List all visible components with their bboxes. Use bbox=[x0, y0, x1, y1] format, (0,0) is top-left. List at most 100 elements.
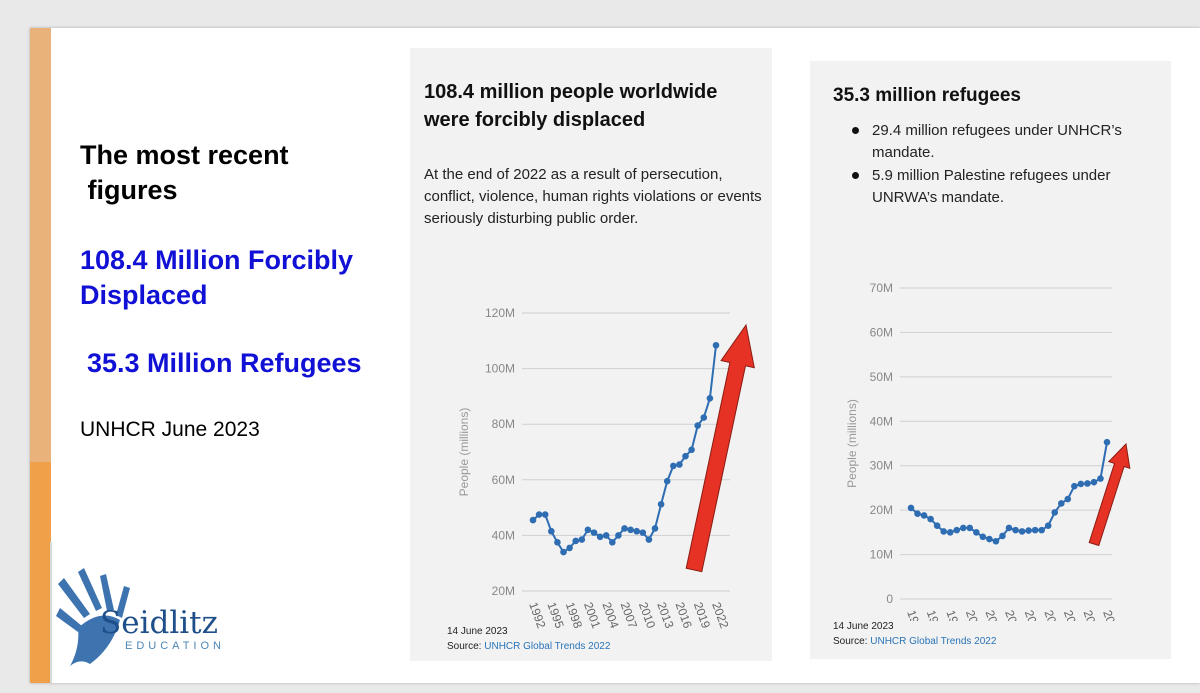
data-point bbox=[946, 529, 954, 536]
slide-source: UNHCR June 2023 bbox=[80, 418, 260, 441]
displaced-card: 108.4 million people worldwide were forc… bbox=[410, 48, 772, 661]
refugees-card: 35.3 million refugees 29.4 million refug… bbox=[810, 61, 1171, 659]
source-label: Source: bbox=[833, 636, 868, 647]
data-point bbox=[548, 527, 555, 535]
data-point bbox=[670, 462, 677, 470]
y-tick-label: 20M bbox=[870, 503, 893, 517]
data-point bbox=[572, 537, 579, 545]
data-point bbox=[986, 535, 993, 543]
data-point bbox=[940, 528, 947, 535]
bullet-text: 29.4 million refugees under UNHCR’s mand… bbox=[872, 122, 1122, 161]
data-point bbox=[663, 477, 671, 485]
data-point bbox=[1103, 438, 1111, 446]
slide: The most recent figures 108.4 Million Fo… bbox=[30, 28, 1200, 683]
refugees-card-source: Source: UNHCR Global Trends 2022 bbox=[833, 636, 996, 647]
trend-arrow-icon bbox=[685, 323, 755, 573]
data-point bbox=[609, 539, 616, 546]
data-point bbox=[700, 414, 708, 421]
data-point bbox=[621, 525, 628, 532]
y-tick-label: 10M bbox=[870, 548, 893, 562]
data-point bbox=[627, 526, 634, 534]
data-point bbox=[694, 422, 701, 429]
displaced-card-description: At the end of 2022 as a result of persec… bbox=[424, 166, 762, 227]
source-link[interactable]: UNHCR Global Trends 2022 bbox=[484, 641, 611, 652]
data-point bbox=[1057, 500, 1065, 507]
data-point bbox=[1051, 509, 1059, 516]
slide-heading: The most recent figures bbox=[80, 140, 289, 205]
data-point bbox=[682, 452, 689, 460]
bullet-dot-icon bbox=[852, 172, 859, 179]
x-tick-label: 1992 bbox=[904, 608, 926, 621]
data-point bbox=[706, 395, 714, 402]
data-point bbox=[992, 537, 1000, 545]
refugees-card-title: 35.3 million refugees bbox=[833, 85, 1021, 106]
data-point bbox=[596, 533, 604, 541]
data-point bbox=[688, 446, 695, 454]
data-point bbox=[566, 544, 573, 552]
data-point bbox=[1097, 475, 1104, 482]
data-point bbox=[927, 515, 934, 523]
y-tick-label: 100M bbox=[485, 362, 515, 376]
data-point bbox=[578, 536, 586, 543]
data-point bbox=[907, 504, 915, 512]
data-point bbox=[651, 525, 659, 532]
x-tick-label: 2019 bbox=[1081, 608, 1103, 621]
data-point bbox=[999, 532, 1006, 540]
refugees-bullet-item: 5.9 million Palestine refugees under UNR… bbox=[850, 165, 1140, 209]
y-tick-label: 30M bbox=[870, 459, 893, 473]
x-tick-label: 2016 bbox=[1061, 608, 1083, 621]
refugees-bullet-item: 29.4 million refugees under UNHCR’s mand… bbox=[850, 120, 1140, 164]
y-axis-label: People (millions) bbox=[457, 408, 471, 497]
data-point bbox=[560, 548, 567, 556]
source-link[interactable]: UNHCR Global Trends 2022 bbox=[870, 636, 997, 647]
logo-subtitle: EDUCATION bbox=[125, 640, 225, 652]
data-point bbox=[602, 532, 610, 539]
x-tick-label: 2004 bbox=[983, 608, 1005, 621]
refugees-bullet-list: 29.4 million refugees under UNHCR’s mand… bbox=[850, 120, 1140, 210]
x-tick-label: 2007 bbox=[1002, 608, 1024, 621]
data-point bbox=[1044, 522, 1052, 529]
y-tick-label: 60M bbox=[492, 473, 515, 487]
stat-forcibly-displaced: 108.4 Million Forcibly Displaced bbox=[80, 245, 354, 310]
data-point bbox=[590, 529, 598, 536]
data-point bbox=[1090, 478, 1098, 486]
data-point bbox=[1077, 480, 1085, 488]
data-point bbox=[1018, 528, 1026, 535]
seidlitz-hand-logo-icon bbox=[56, 568, 130, 666]
displaced-card-title: 108.4 million people worldwide were forc… bbox=[424, 81, 718, 131]
x-tick-label: 1995 bbox=[924, 608, 946, 621]
x-tick-label: 2013 bbox=[1041, 608, 1063, 621]
accent-bar-top bbox=[30, 28, 51, 462]
data-point bbox=[1005, 524, 1013, 532]
data-point bbox=[657, 500, 665, 508]
y-tick-label: 70M bbox=[870, 281, 893, 295]
data-point bbox=[676, 461, 683, 468]
source-label: Source: bbox=[447, 641, 482, 652]
refugees-card-date: 14 June 2023 bbox=[833, 621, 894, 632]
data-point bbox=[966, 524, 974, 532]
y-axis-label: People (millions) bbox=[845, 399, 859, 488]
x-tick-label: 2022 bbox=[709, 600, 731, 630]
x-tick-label: 2022 bbox=[1100, 608, 1122, 621]
data-point bbox=[920, 512, 928, 519]
data-point bbox=[615, 532, 622, 539]
data-point bbox=[1025, 527, 1032, 534]
data-point bbox=[1064, 495, 1072, 503]
refugees-line-chart: 0 10M 20M 30M 40M 50M 60M 70M People (millions) 1… bbox=[845, 281, 1131, 621]
trend-arrow-icon bbox=[1088, 442, 1131, 547]
data-point bbox=[529, 516, 537, 524]
y-tick-label: 40M bbox=[492, 528, 515, 542]
data-point bbox=[554, 539, 561, 546]
stat-refugees: 35.3 Million Refugees bbox=[87, 348, 362, 378]
data-point bbox=[535, 511, 543, 518]
data-point bbox=[541, 511, 549, 518]
data-point bbox=[1084, 480, 1091, 487]
data-point bbox=[914, 510, 921, 517]
y-tick-label: 120M bbox=[485, 306, 515, 320]
data-point bbox=[1071, 482, 1078, 490]
accent-divider bbox=[50, 542, 52, 683]
x-tick-label: 2010 bbox=[1022, 608, 1044, 621]
data-point bbox=[633, 527, 640, 535]
data-point bbox=[979, 533, 987, 541]
displaced-card-date: 14 June 2023 bbox=[447, 626, 508, 637]
